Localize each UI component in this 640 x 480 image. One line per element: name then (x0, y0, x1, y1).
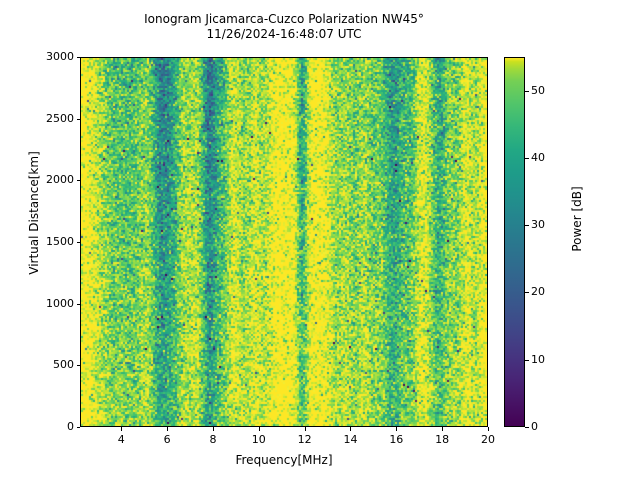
x-tick-mark (350, 427, 352, 431)
colorbar-tick-mark (525, 292, 529, 294)
x-tick-mark (442, 427, 444, 431)
x-tick-label: 20 (481, 433, 495, 446)
x-tick-mark (488, 427, 489, 431)
x-tick-label: 12 (297, 433, 312, 446)
heatmap-plot-area (80, 57, 488, 427)
colorbar-tick-mark (525, 225, 529, 227)
y-tick-label: 2500 (46, 111, 74, 125)
x-tick-label: 4 (117, 433, 125, 446)
y-tick-mark (76, 118, 80, 120)
y-tick-mark (76, 242, 80, 243)
y-tick-label: 1000 (46, 296, 74, 310)
colorbar-tick-label: 50 (531, 83, 545, 97)
x-tick-label: 16 (389, 433, 404, 446)
y-axis-label: Virtual Distance[km] (27, 151, 41, 275)
y-tick-mark (76, 303, 80, 305)
y-tick-mark (76, 365, 80, 367)
x-axis-label: Frequency[MHz] (235, 453, 333, 467)
y-tick-label: 1500 (46, 235, 74, 248)
colorbar-tick-label: 10 (531, 352, 545, 366)
colorbar-tick-mark (525, 427, 529, 428)
x-tick-mark (396, 427, 398, 431)
x-tick-label: 8 (209, 433, 217, 446)
y-tick-mark (76, 57, 80, 58)
x-tick-label: 10 (251, 433, 266, 446)
y-tick-label: 0 (67, 420, 74, 433)
colorbar-tick-label: 30 (531, 218, 545, 232)
colorbar-label: Power [dB] (570, 186, 584, 252)
y-tick-mark (76, 180, 80, 182)
colorbar-tick-label: 0 (531, 420, 538, 433)
colorbar-gradient (505, 58, 524, 426)
colorbar-tick-label: 20 (531, 285, 545, 299)
x-tick-mark (258, 427, 260, 431)
colorbar (504, 57, 525, 427)
x-tick-label: 18 (435, 433, 450, 446)
x-tick-mark (304, 427, 306, 431)
colorbar-tick-mark (525, 90, 529, 92)
x-tick-label: 14 (343, 433, 358, 446)
chart-title: Ionogram Jicamarca-Cuzco Polarization NW… (144, 12, 424, 41)
x-tick-mark (121, 427, 123, 431)
y-tick-label: 2000 (46, 173, 74, 187)
x-tick-label: 6 (163, 433, 171, 446)
x-tick-mark (212, 427, 214, 431)
y-tick-label: 500 (53, 358, 74, 372)
colorbar-tick-label: 40 (531, 150, 545, 164)
y-tick-mark (76, 427, 80, 428)
y-tick-label: 3000 (46, 50, 74, 63)
heatmap-canvas (81, 58, 487, 426)
colorbar-tick-mark (525, 157, 529, 159)
colorbar-tick-mark (525, 359, 529, 361)
x-tick-mark (167, 427, 169, 431)
